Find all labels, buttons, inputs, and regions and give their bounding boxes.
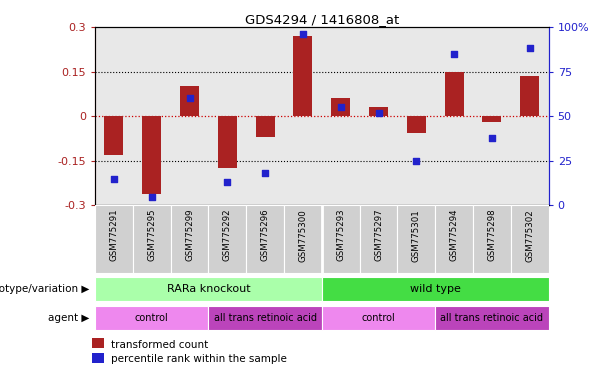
Bar	[170, 205, 208, 273]
Bar	[331, 98, 350, 116]
Point	[487, 134, 497, 141]
Bar	[322, 306, 435, 330]
Text: GSM775296: GSM775296	[261, 209, 270, 262]
Point	[411, 158, 421, 164]
Bar	[360, 205, 397, 273]
Point	[298, 31, 308, 37]
Text: GSM775300: GSM775300	[299, 209, 308, 262]
Text: agent ▶: agent ▶	[48, 313, 89, 323]
Text: GSM775295: GSM775295	[147, 209, 156, 262]
Bar	[322, 205, 360, 273]
Point	[525, 45, 535, 51]
Text: percentile rank within the sample: percentile rank within the sample	[112, 354, 287, 364]
Text: control: control	[362, 313, 395, 323]
Point	[109, 175, 119, 182]
Text: GSM775294: GSM775294	[449, 209, 459, 262]
Text: control: control	[135, 313, 169, 323]
Text: GSM775302: GSM775302	[525, 209, 535, 262]
Text: GSM775292: GSM775292	[223, 209, 232, 262]
Text: GSM775293: GSM775293	[336, 209, 345, 262]
Bar	[218, 116, 237, 168]
Bar	[133, 205, 170, 273]
Bar	[473, 205, 511, 273]
Text: genotype/variation ▶: genotype/variation ▶	[0, 284, 89, 294]
Text: GSM775301: GSM775301	[412, 209, 421, 262]
Point	[449, 51, 459, 57]
Bar	[435, 306, 549, 330]
Bar	[95, 306, 208, 330]
Point	[185, 95, 194, 101]
Point	[373, 109, 384, 116]
Text: RARa knockout: RARa knockout	[167, 284, 250, 294]
Bar	[208, 205, 246, 273]
Bar	[95, 205, 133, 273]
Point	[223, 179, 232, 185]
Bar	[520, 76, 539, 116]
Text: wild type: wild type	[410, 284, 460, 294]
Bar	[435, 205, 473, 273]
Bar	[407, 116, 426, 132]
Bar	[397, 205, 435, 273]
Text: all trans retinoic acid: all trans retinoic acid	[440, 313, 544, 323]
Text: all trans retinoic acid: all trans retinoic acid	[213, 313, 317, 323]
Bar	[104, 116, 123, 155]
Bar	[322, 277, 549, 301]
Text: GSM775291: GSM775291	[109, 209, 118, 262]
Bar	[444, 71, 463, 116]
Bar	[95, 277, 322, 301]
Point	[336, 104, 346, 110]
Text: GSM775298: GSM775298	[487, 209, 497, 262]
Bar	[208, 306, 322, 330]
Point	[147, 194, 156, 200]
Bar	[369, 107, 388, 116]
Bar	[93, 338, 104, 348]
Bar	[482, 116, 501, 122]
Bar	[142, 116, 161, 194]
Bar	[180, 86, 199, 116]
Point	[260, 170, 270, 176]
Bar	[256, 116, 275, 137]
Bar	[93, 353, 104, 363]
Text: GSM775297: GSM775297	[374, 209, 383, 262]
Title: GDS4294 / 1416808_at: GDS4294 / 1416808_at	[245, 13, 399, 26]
Text: GSM775299: GSM775299	[185, 209, 194, 261]
Bar	[284, 205, 322, 273]
Bar	[511, 205, 549, 273]
Text: transformed count: transformed count	[112, 340, 208, 350]
Bar	[294, 36, 313, 116]
Bar	[246, 205, 284, 273]
